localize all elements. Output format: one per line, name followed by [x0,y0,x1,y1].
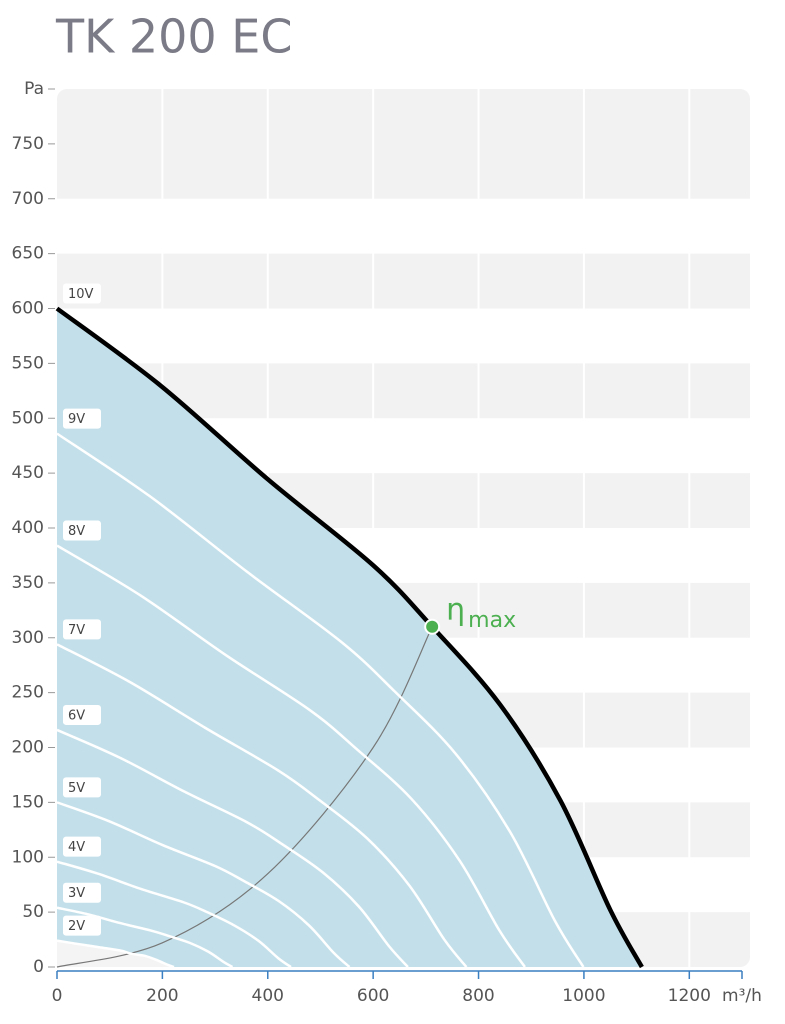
efficiency-line [56,626,433,968]
series-label: 5V [68,781,85,796]
x-tick-label: 200 [146,986,178,1006]
line [56,544,526,968]
y-tick-label: 300 [12,628,44,648]
y-tick-label: 600 [12,299,44,319]
series-label: 2V [68,919,85,934]
y-tick-label: 150 [12,792,44,812]
series-label: 8V [68,524,85,539]
y-tick-label: 350 [12,573,44,593]
y-tick-label: 250 [12,683,44,703]
series-label-box [63,777,101,798]
low-area [57,940,174,967]
series-label-box [63,704,101,725]
line [56,860,292,969]
x-tick-label: 1200 [668,986,711,1006]
y-tick-label: 50 [22,902,44,922]
y-tick-label: 450 [12,463,44,483]
series-label: 6V [68,708,85,723]
y-tick-label: 650 [12,244,44,264]
chart-title: TK 200 EC [55,10,293,64]
y-tick-label: 550 [12,353,44,373]
series-label: 9V [68,412,85,427]
eta-max-point-inner [426,620,439,633]
annotation-subscript: max [468,608,516,633]
x-tick-label: 0 [52,986,63,1006]
series-label: 10V [68,287,94,302]
series-label-box [63,520,101,541]
operating-area [57,308,642,967]
y-tick-label: 750 [12,134,44,154]
x-tick-label: 400 [252,986,284,1006]
series-label-box [63,915,101,936]
y-tick-label: 0 [33,957,44,977]
line [56,643,468,968]
line [55,306,644,969]
annotation-text: η [446,592,465,627]
y-tick-label: 100 [12,847,44,867]
y-axis-label: Pa [24,79,44,99]
y-tick-label: 400 [12,518,44,538]
line [56,939,175,969]
grid-band [57,308,750,364]
line [56,432,585,968]
y-tick-label: 500 [12,408,44,428]
series-label: 4V [68,840,85,855]
series-label: 3V [68,886,85,901]
x-tick-label: 1000 [562,986,605,1006]
line [56,906,234,969]
series-label: 7V [68,623,85,638]
grid-band [57,198,750,254]
series-label-box [63,882,101,903]
y-tick-label: 200 [12,738,44,758]
x-tick-label: 600 [357,986,389,1006]
x-axis-label: m³/h [722,986,762,1006]
y-tick-label: 700 [12,189,44,209]
line [56,801,351,968]
series-label-box [63,283,101,304]
line [56,728,409,968]
x-tick-label: 800 [462,986,494,1006]
series-label-box [63,619,101,640]
series-label-box [63,408,101,429]
series-label-box [63,836,101,857]
